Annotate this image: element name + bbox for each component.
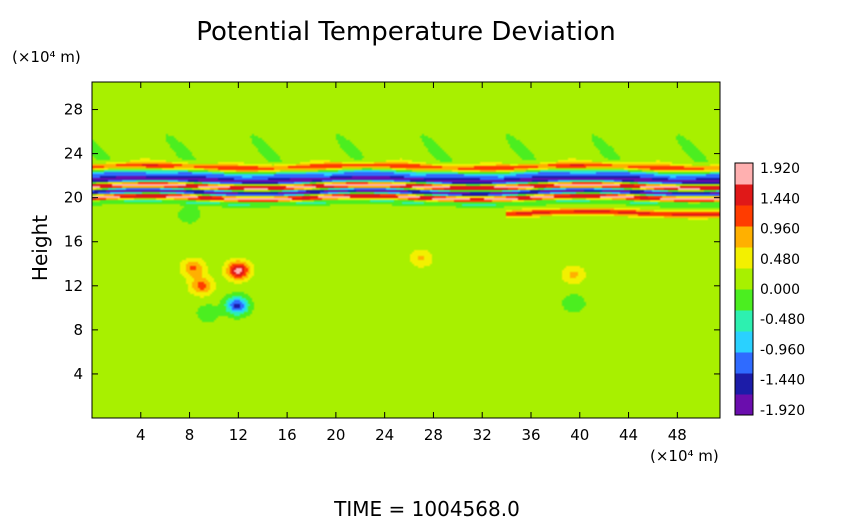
colorbar-segment <box>735 184 753 206</box>
x-tick-label: 24 <box>375 426 394 444</box>
y-tick-label: 12 <box>64 277 83 295</box>
x-tick-label: 44 <box>619 426 638 444</box>
y-tick-label: 24 <box>64 145 83 163</box>
colorbar-segment <box>735 373 753 395</box>
colorbar-segment <box>735 268 753 290</box>
colorbar-segment <box>735 247 753 269</box>
colorbar: 1.920 1.440 0.960 0.480 0.000 -0.480 -0.960 -1.… <box>734 161 805 419</box>
time-label: TIME = 1004568.0 <box>333 497 520 519</box>
x-tick-label: 28 <box>424 426 443 444</box>
colorbar-label: 1.920 <box>760 161 800 177</box>
colorbar-segment <box>735 394 753 416</box>
y-axis-ticks: 4 8 12 16 20 24 28 <box>64 101 720 383</box>
y-axis-unit-label: (×10⁴ m) <box>12 48 81 66</box>
y-tick-label: 20 <box>64 189 83 207</box>
colorbar-segment <box>735 331 753 353</box>
x-tick-label: 20 <box>326 426 345 444</box>
y-tick-label: 28 <box>64 101 83 119</box>
y-tick-label: 16 <box>64 233 83 251</box>
colorbar-label: -0.480 <box>760 312 805 328</box>
plot-frame <box>91 81 721 419</box>
colorbar-label: -1.440 <box>760 373 805 389</box>
chart-title: Potential Temperature Deviation <box>196 17 616 47</box>
colorbar-label: 1.440 <box>760 191 800 207</box>
x-axis-ticks: 4 8 12 16 20 24 28 32 36 40 44 48 <box>136 82 687 444</box>
x-tick-label: 12 <box>229 426 248 444</box>
colorbar-segment <box>735 226 753 248</box>
x-tick-label: 4 <box>136 426 146 444</box>
colorbar-label: 0.960 <box>760 222 800 238</box>
x-axis-unit-label: (×10⁴ m) <box>650 447 719 465</box>
y-tick-label: 8 <box>73 321 83 339</box>
y-tick-label: 4 <box>73 365 83 383</box>
x-tick-label: 8 <box>185 426 195 444</box>
colorbar-label: -0.960 <box>760 342 805 358</box>
heatmap-image <box>92 82 720 418</box>
colorbar-frame <box>734 162 754 416</box>
colorbar-segment <box>735 310 753 332</box>
y-axis-label: Height <box>28 215 52 281</box>
colorbar-label: -1.920 <box>760 403 805 419</box>
colorbar-label: 0.480 <box>760 252 800 268</box>
x-tick-label: 48 <box>668 426 687 444</box>
x-tick-label: 36 <box>521 426 540 444</box>
colorbar-segment <box>735 289 753 311</box>
colorbar-segment <box>735 163 753 185</box>
colorbar-label: 0.000 <box>760 282 800 298</box>
heatmap-plot <box>91 81 721 419</box>
x-tick-label: 32 <box>473 426 492 444</box>
colorbar-segment <box>735 205 753 227</box>
x-tick-label: 40 <box>570 426 589 444</box>
colorbar-segment <box>735 352 753 374</box>
x-tick-label: 16 <box>278 426 297 444</box>
